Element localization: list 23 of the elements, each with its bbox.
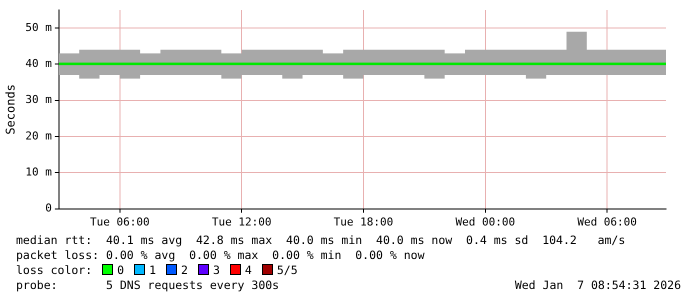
x-tick-label: Wed 00:00 xyxy=(455,215,516,228)
x-tick-label: Wed 06:00 xyxy=(577,215,637,228)
y-tick-label: 20 m xyxy=(25,129,52,142)
y-tick-label: 0 xyxy=(45,202,52,215)
x-tick-label: Tue 06:00 xyxy=(90,215,150,228)
x-tick-label: Tue 12:00 xyxy=(212,215,272,228)
y-tick-label: 30 m xyxy=(25,93,52,106)
text: median rtt: 40.1 ms avg 42.8 ms max 40.0 ms min 40.0 ms now 0.4 ms sd 104.2 am/s xyxy=(16,233,626,247)
y-tick-label: 10 m xyxy=(25,166,52,179)
x-tick-label: Tue 18:00 xyxy=(334,215,394,228)
y-tick-label: 40 m xyxy=(25,57,52,70)
text: 2 xyxy=(181,263,188,277)
text: Wed Jan 7 08:54:31 2026 xyxy=(514,278,681,293)
text: 1 xyxy=(149,263,156,277)
y-tick-label: 50 m xyxy=(25,20,52,34)
y-axis-title: Seconds xyxy=(3,84,18,135)
text: packet loss: 0.00 % avg 0.00 % max 0.00 % min 0.00 % now xyxy=(16,248,424,262)
text: 3 xyxy=(212,263,220,277)
text: 4 xyxy=(244,263,252,277)
text: loss color: xyxy=(16,263,92,277)
text: probe: 5 DNS requests every 300s xyxy=(16,278,280,292)
text: 0 xyxy=(117,263,124,277)
text: 5/5 xyxy=(276,263,298,277)
